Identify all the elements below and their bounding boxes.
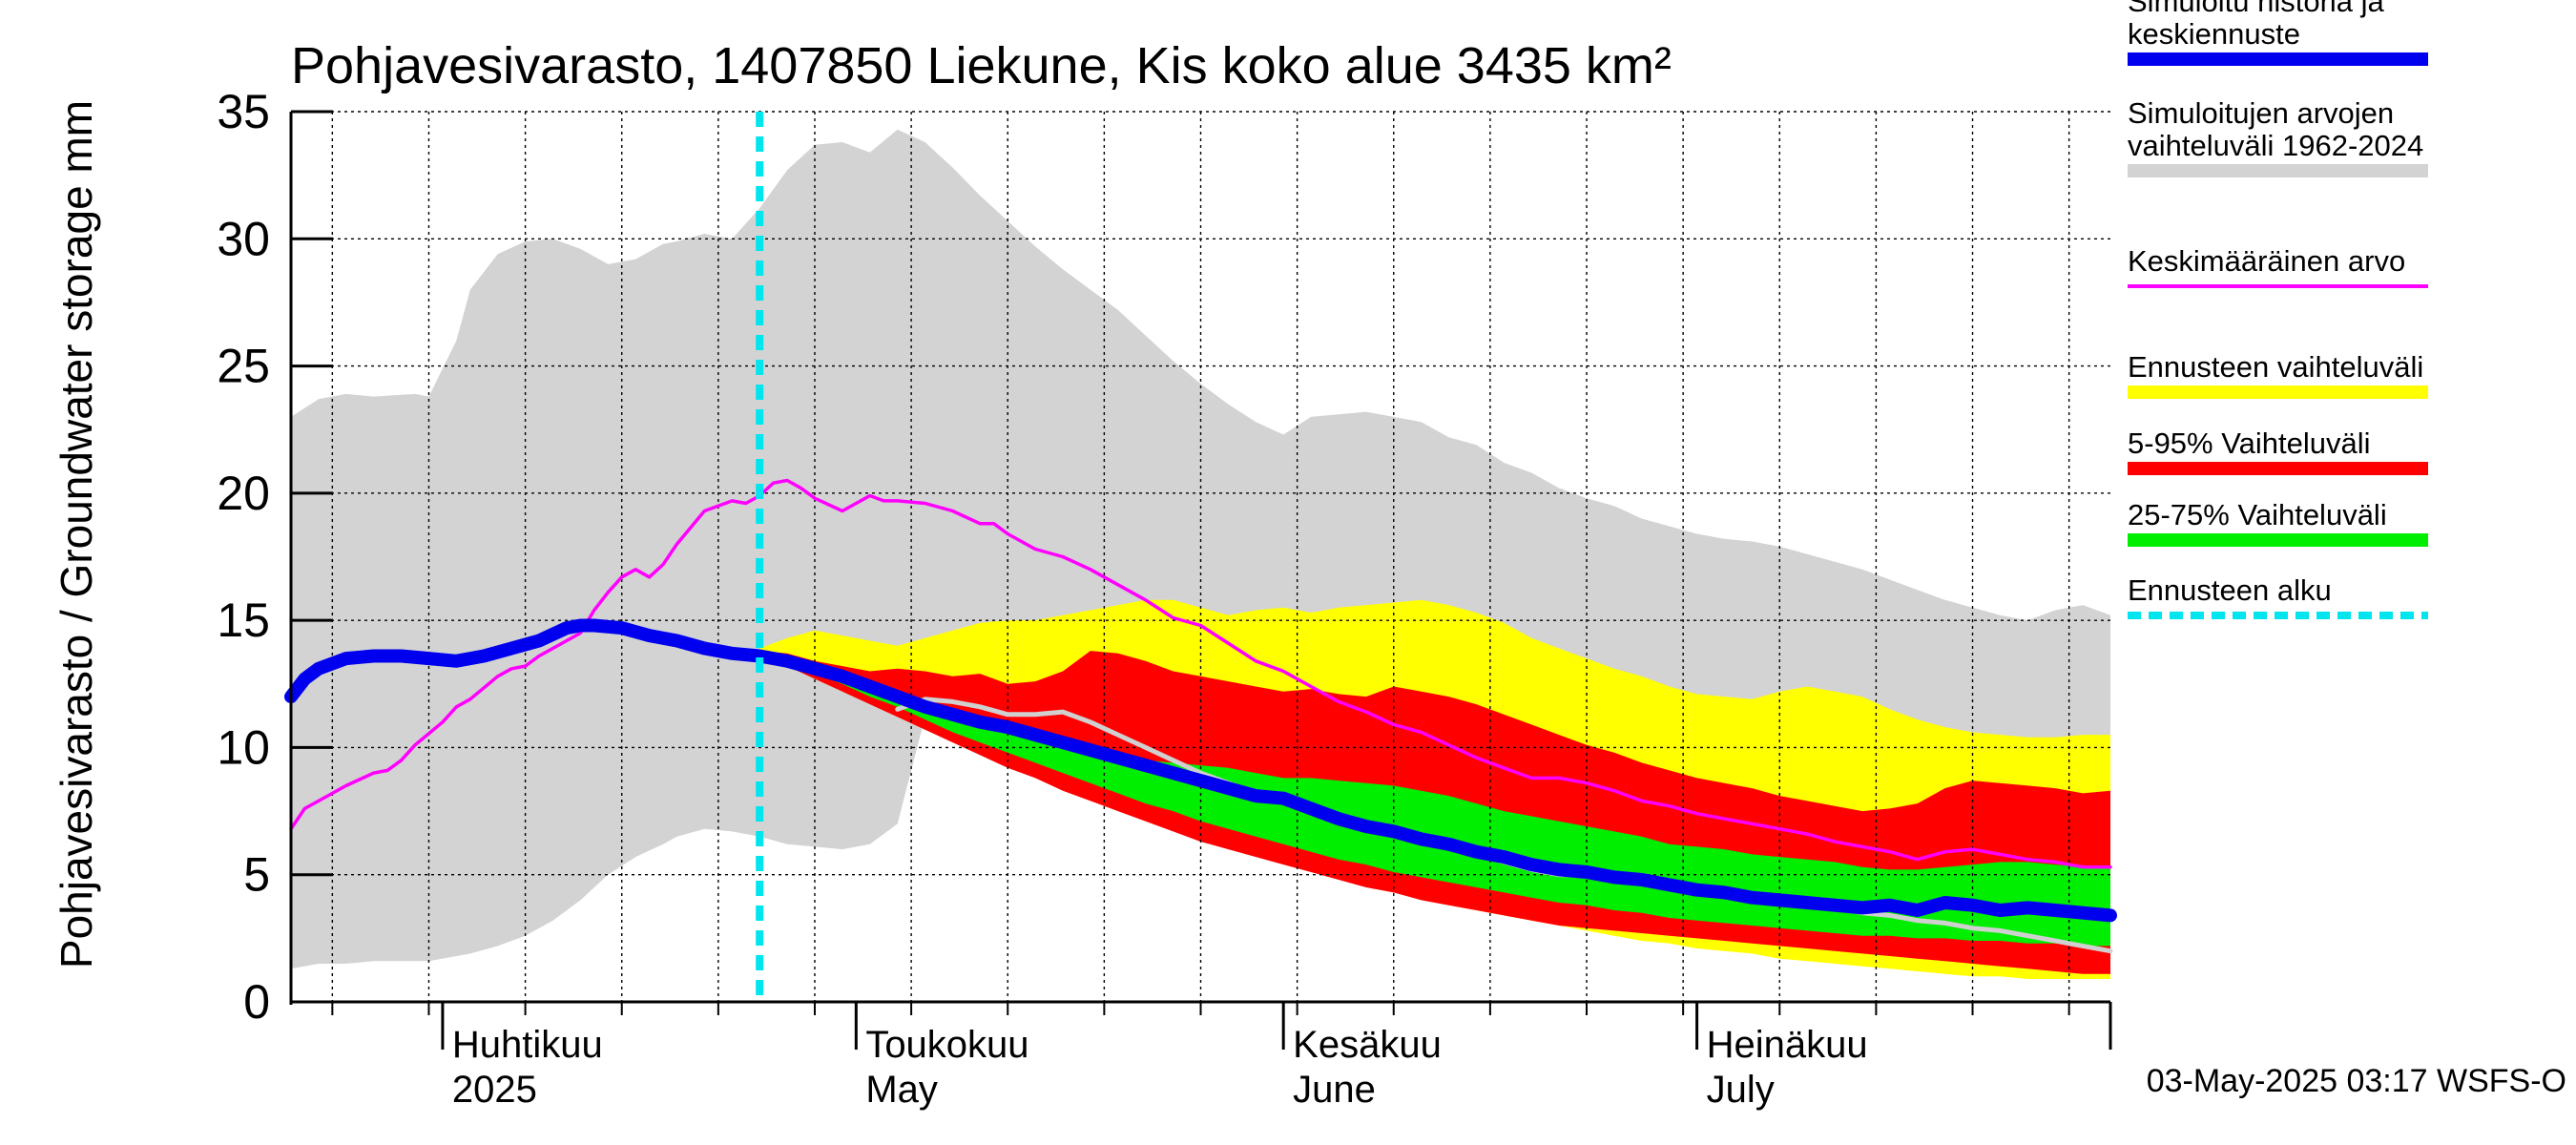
x-month-label: Toukokuu: [865, 1024, 1028, 1066]
legend-label: 25-75% Vaihteluväli: [2128, 498, 2387, 531]
y-tick-label: 15: [217, 593, 270, 647]
y-tick-label: 10: [217, 720, 270, 774]
chart-title: Pohjavesivarasto, 1407850 Liekune, Kis k…: [291, 37, 1672, 94]
plot-area: [284, 111, 2117, 1003]
x-month-sublabel: 2025: [452, 1069, 537, 1111]
y-tick-label: 35: [217, 85, 270, 138]
x-month-sublabel: June: [1293, 1069, 1376, 1111]
legend-item-ennusteen-alku: Ennusteen alku: [2128, 573, 2428, 619]
y-axis-label: Pohjavesivarasto / Groundwater storage m…: [52, 100, 101, 968]
legend-label: 5-95% Vaihteluväli: [2128, 427, 2370, 460]
x-month-sublabel: July: [1707, 1069, 1775, 1111]
x-month-label: Huhtikuu: [452, 1024, 603, 1066]
legend-item-keskim-r-inen-arvo: Keskimääräinen arvo: [2128, 244, 2428, 288]
timestamp-label: 03-May-2025 03:17 WSFS-O: [2147, 1063, 2566, 1099]
legend-item-5-95-vaihteluv-li: 5-95% Vaihteluväli: [2128, 427, 2428, 475]
y-tick-label: 20: [217, 467, 270, 520]
x-month-sublabel: May: [865, 1069, 938, 1111]
legend-label: vaihteluväli 1962-2024: [2128, 129, 2423, 162]
y-tick-label: 5: [243, 848, 270, 902]
legend-item-25-75-vaihteluv-li: 25-75% Vaihteluväli: [2128, 498, 2428, 547]
mean-value-line: [289, 478, 2112, 869]
legend-label: Keskimääräinen arvo: [2128, 244, 2405, 278]
x-month-label: Kesäkuu: [1293, 1024, 1442, 1066]
y-tick-label: 0: [243, 975, 270, 1029]
axes: 05101520253035Huhtikuu2025ToukokuuMayKes…: [217, 85, 2112, 1111]
y-tick-label: 30: [217, 212, 270, 265]
y-tick-label: 25: [217, 340, 270, 393]
legend-label: Simuloitujen arvojen: [2128, 96, 2394, 130]
legend-label: Simuloitu historia ja: [2128, 0, 2385, 18]
forecast-25-75-band: [759, 653, 2111, 947]
x-month-label: Heinäkuu: [1707, 1024, 1868, 1066]
legend-label: keskiennuste: [2128, 17, 2300, 51]
legend-item-ennusteen-vaihteluv-li: Ennusteen vaihteluväli: [2128, 350, 2428, 399]
legend-label: Ennusteen alku: [2128, 573, 2332, 607]
legend: Simuloitu historia jakeskiennusteSimuloi…: [2128, 0, 2428, 619]
legend-label: Ennusteen vaihteluväli: [2128, 350, 2423, 384]
simulated-history-forecast-line: [284, 618, 2117, 923]
